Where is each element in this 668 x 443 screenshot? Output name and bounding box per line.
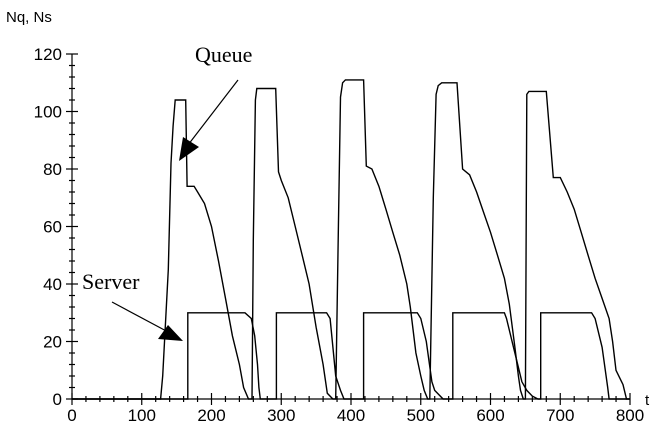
x-tick-label: 800 xyxy=(616,406,644,425)
y-tick-label: 0 xyxy=(53,390,62,409)
server-line xyxy=(72,312,630,400)
x-tick-label: 600 xyxy=(476,406,504,425)
x-ticks: 0 100 200 300 400 500 600 700 800 xyxy=(67,393,644,425)
y-tick-label: 20 xyxy=(43,333,62,352)
x-tick-label: 400 xyxy=(337,406,365,425)
annotations: Queue Server xyxy=(82,42,252,341)
server-annotation-arrowhead xyxy=(158,325,183,341)
y-tick-label: 100 xyxy=(34,103,62,122)
y-ticks: 0 20 40 60 80 100 120 xyxy=(34,45,78,409)
x-axis-title: t xyxy=(645,392,650,409)
queue-line xyxy=(72,79,630,400)
y-tick-label: 120 xyxy=(34,45,62,64)
y-tick-label: 40 xyxy=(43,275,62,294)
y-tick-label: 60 xyxy=(43,218,62,237)
x-tick-label: 200 xyxy=(197,406,225,425)
axes xyxy=(71,54,630,400)
queue-annotation-arrow-line xyxy=(187,79,239,146)
x-tick-label: 0 xyxy=(67,406,76,425)
x-tick-label: 700 xyxy=(546,406,574,425)
server-annotation-label: Server xyxy=(82,269,140,294)
series-group xyxy=(72,79,630,400)
x-tick-label: 300 xyxy=(267,406,295,425)
server-annotation-arrow-line xyxy=(111,301,171,334)
y-tick-label: 80 xyxy=(43,160,62,179)
y-axis-title: Nq, Ns xyxy=(6,9,52,26)
queue-annotation-arrowhead xyxy=(179,137,199,161)
x-tick-label: 500 xyxy=(407,406,435,425)
x-tick-label: 100 xyxy=(128,406,156,425)
queue-annotation-label: Queue xyxy=(195,42,252,67)
